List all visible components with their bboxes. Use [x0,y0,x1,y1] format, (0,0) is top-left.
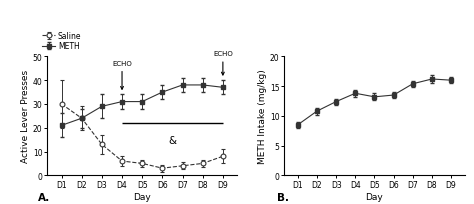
X-axis label: Day: Day [365,192,383,201]
Text: A.: A. [38,192,50,202]
Text: ECHO: ECHO [213,51,233,76]
X-axis label: Day: Day [133,192,151,201]
Text: &: & [168,135,176,145]
Text: ECHO: ECHO [112,61,132,90]
Y-axis label: Active Lever Presses: Active Lever Presses [21,70,30,163]
Text: B.: B. [277,192,289,202]
Legend: Saline, METH: Saline, METH [42,32,81,51]
Y-axis label: METH Intake (mg/kg): METH Intake (mg/kg) [258,69,267,163]
